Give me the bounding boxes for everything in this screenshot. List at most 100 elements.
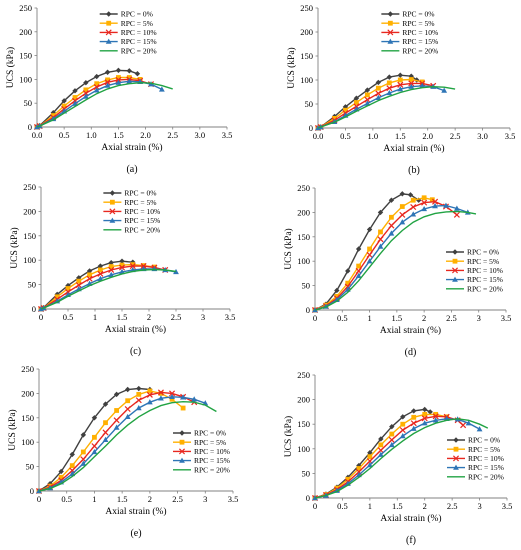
data-point-marker	[102, 436, 109, 442]
data-point-marker	[354, 100, 359, 105]
y-tick-label: 100	[300, 75, 313, 85]
data-point-marker	[441, 87, 448, 93]
data-point-marker	[345, 280, 351, 286]
data-point-marker	[460, 422, 467, 429]
data-point-marker	[115, 67, 122, 74]
legend-marker	[452, 276, 458, 282]
x-tick-label: 0.5	[337, 313, 348, 323]
series-line-4	[40, 268, 177, 310]
x-tick-label: 2	[423, 501, 427, 511]
data-point-marker	[419, 82, 426, 88]
x-tick-label: 0.0	[313, 131, 324, 141]
data-point-marker	[103, 420, 108, 426]
data-point-marker	[158, 395, 164, 401]
y-tick-label: 0	[309, 123, 313, 133]
data-point-marker	[126, 68, 132, 74]
x-axis-title: Axial strain (%)	[380, 513, 441, 524]
y-tick-label: 150	[297, 232, 310, 242]
y-tick-label: 100	[297, 256, 310, 266]
x-tick-label: 2.5	[171, 312, 182, 322]
series-line-3	[38, 396, 206, 492]
data-point-marker	[80, 460, 87, 466]
y-tick-label: 250	[23, 182, 36, 192]
x-tick-label: 3	[477, 501, 481, 511]
data-point-marker	[411, 414, 417, 420]
data-point-marker	[389, 214, 394, 220]
x-tick-label: 3.5	[225, 312, 236, 322]
legend-label: RPC = 20%	[467, 284, 503, 293]
data-point-marker	[136, 391, 142, 397]
data-point-marker	[97, 263, 104, 269]
series-line-3	[40, 268, 177, 310]
data-point-marker	[61, 103, 67, 109]
legend-label: RPC = 15%	[194, 456, 230, 465]
x-tick-label: 0	[37, 494, 41, 504]
x-tick-label: 3	[201, 312, 205, 322]
y-tick-label: 100	[297, 444, 310, 454]
data-point-marker	[86, 268, 93, 274]
x-tick-label: 3.0	[477, 131, 488, 141]
series-line-0	[40, 260, 133, 310]
data-point-marker	[397, 81, 404, 88]
data-point-marker	[386, 89, 393, 96]
x-tick-label: 2	[422, 313, 426, 323]
data-point-marker	[124, 405, 131, 413]
legend: RPC = 0%RPC = 5%RPC = 10%RPC = 15%RPC = …	[99, 10, 157, 55]
data-point-marker	[92, 434, 97, 440]
data-point-marker	[399, 219, 406, 225]
y-tick-label: 50	[26, 462, 35, 472]
legend-label: RPC = 10%	[467, 266, 503, 275]
legend-label: RPC = 0%	[121, 10, 153, 19]
chart-panel-b: 0.0 0.5 1.0 1.5 2.0 2.5 3.0 3.5 0 50 100 150 200 250 A…	[286, 3, 515, 176]
data-point-marker	[169, 396, 175, 402]
x-tick-label: 3	[477, 313, 481, 323]
legend-label: RPC = 0%	[402, 10, 434, 19]
data-point-marker	[134, 70, 141, 77]
legend-label: RPC = 20%	[124, 225, 160, 234]
x-tick-label: 1.5	[392, 501, 403, 511]
chart-panel-e: 0 0.5 1 1.5 2 2.5 3 3.5 0 50 100 150 200 250 Axial str…	[7, 364, 238, 539]
x-tick-label: 1.0	[86, 130, 97, 140]
data-point-marker	[407, 192, 414, 198]
data-point-marker	[124, 413, 131, 420]
legend-label: RPC = 15%	[124, 216, 160, 225]
y-axis-title: UCS (kPa)	[283, 228, 294, 269]
legend-label: RPC = 20%	[402, 46, 438, 55]
x-tick-label: 0	[39, 312, 43, 322]
legend-label: RPC = 5%	[121, 19, 153, 28]
data-point-marker	[375, 90, 382, 97]
series-line-4	[314, 418, 489, 499]
series-line-4	[38, 400, 217, 492]
data-point-marker	[119, 268, 125, 275]
series-line-0	[314, 193, 420, 311]
data-point-marker	[80, 449, 86, 455]
x-tick-label: 1	[92, 494, 96, 504]
legend-marker	[179, 430, 185, 436]
data-point-marker	[69, 451, 75, 458]
data-point-marker	[108, 271, 115, 278]
legend-label: RPC = 5%	[467, 257, 499, 266]
y-tick-label: 50	[28, 280, 37, 290]
data-point-marker	[399, 191, 406, 197]
legend: RPC = 0%RPC = 5%RPC = 10%RPC = 15%RPC = …	[103, 189, 160, 234]
x-tick-label: 2.5	[172, 494, 183, 504]
data-point-marker	[421, 199, 428, 206]
x-tick-label: 3.5	[501, 313, 512, 323]
data-point-marker	[432, 203, 438, 209]
data-point-marker	[113, 417, 120, 424]
x-tick-label: 0	[313, 313, 317, 323]
data-point-marker	[75, 282, 82, 289]
data-point-marker	[399, 427, 406, 434]
data-point-marker	[119, 262, 125, 268]
legend-marker	[109, 208, 116, 215]
y-tick-label: 0	[32, 304, 36, 314]
x-tick-label: 3.5	[228, 494, 239, 504]
legend-label: RPC = 15%	[402, 37, 438, 46]
data-point-marker	[54, 291, 60, 298]
y-tick-label: 0	[306, 493, 310, 503]
panel-label: (e)	[130, 528, 141, 539]
data-point-marker	[366, 258, 373, 264]
data-point-marker	[411, 408, 417, 414]
data-point-marker	[364, 92, 370, 98]
data-point-marker	[93, 87, 100, 93]
